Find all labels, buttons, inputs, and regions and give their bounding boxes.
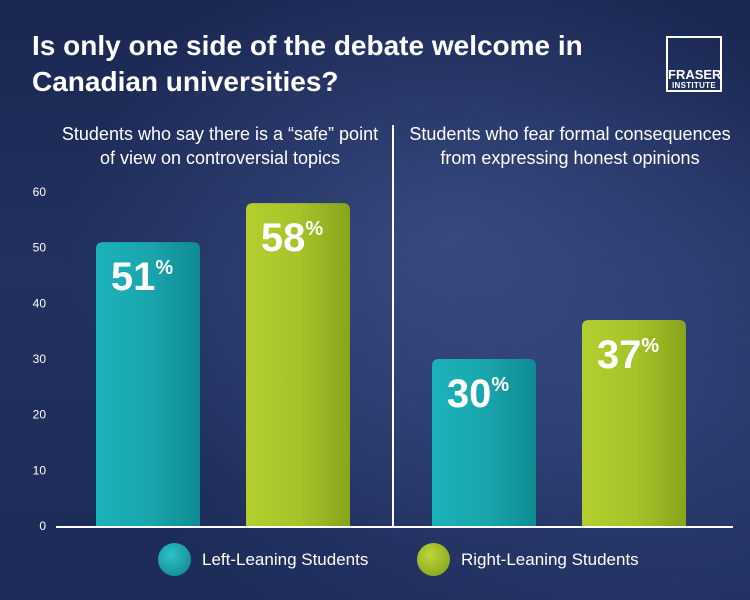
- bar-value-label: 37%: [597, 333, 660, 377]
- y-tick-label: 40: [33, 296, 47, 310]
- bar-value-label: 51%: [111, 255, 174, 299]
- legend-label-right: Right-Leaning Students: [461, 550, 639, 569]
- y-tick-label: 20: [33, 408, 47, 422]
- y-tick-label: 30: [33, 352, 47, 366]
- y-tick-label: 0: [39, 519, 46, 533]
- value-labels: 51% 30% 58% 37%: [111, 216, 660, 416]
- legend: Left-Leaning Students Right-Leaning Stud…: [0, 540, 750, 580]
- legend-swatch-right: [417, 543, 450, 576]
- logo-line-1: FRASER: [668, 67, 722, 82]
- y-tick-label: 60: [33, 185, 47, 199]
- bar-value-label: 58%: [261, 216, 324, 260]
- y-axis: 0 10 20 30 40 50 60: [33, 185, 47, 533]
- bar-right-0: [246, 203, 350, 526]
- legend-swatch-left: [158, 543, 191, 576]
- bar-left-0: [96, 242, 200, 526]
- chart-title: Is only one side of the debate welcome i…: [32, 30, 583, 97]
- bars: [96, 203, 686, 526]
- y-tick-label: 10: [33, 463, 47, 477]
- bar-left-1: [432, 359, 536, 526]
- bar-right-1: [582, 320, 686, 526]
- bar-value-label: 30%: [447, 372, 510, 416]
- y-tick-label: 50: [33, 241, 47, 255]
- fraser-institute-logo: FRASER INSTITUTE: [666, 36, 722, 92]
- category-label-fear-consequences: Students who fear formal consequences fr…: [409, 124, 731, 168]
- logo-line-2: INSTITUTE: [671, 81, 717, 90]
- legend-label-left: Left-Leaning Students: [202, 550, 369, 569]
- category-label-safe-view: Students who say there is a “safe” point…: [61, 124, 379, 168]
